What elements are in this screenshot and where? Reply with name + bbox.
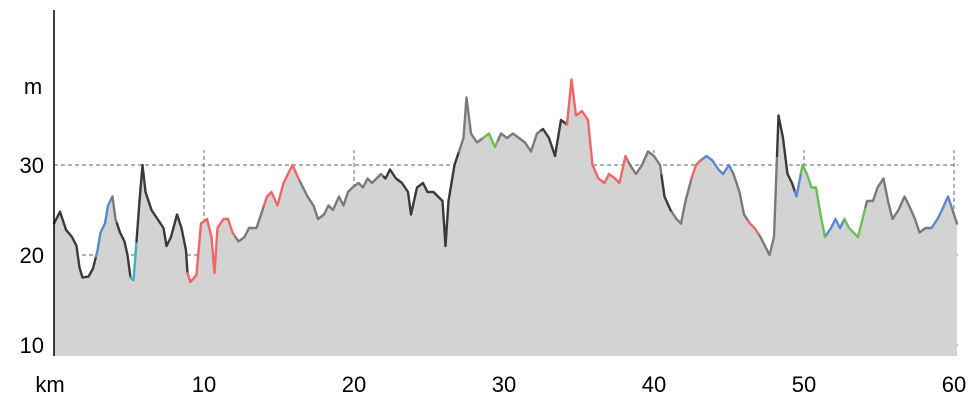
profile-segment-dark (115, 222, 132, 279)
profile-segment-gray (627, 150, 663, 177)
x-tick-labels: 10 20 30 40 50 60 (192, 372, 966, 397)
profile-segment-gray (730, 169, 750, 223)
x-tick-label: 50 (792, 372, 816, 397)
y-tick-label: 30 (20, 153, 44, 178)
x-tick-label: 30 (492, 372, 516, 397)
profile-segment-red (225, 217, 237, 239)
profile-segment-dark (135, 163, 189, 275)
profile-segment-dark (52, 210, 98, 279)
profile-segment-red (607, 154, 630, 185)
x-tick-label: 60 (942, 372, 966, 397)
profile-segment-gray (864, 177, 933, 234)
profile-segment-red (591, 163, 611, 185)
profile-segment-gray (670, 177, 693, 225)
profile-segment-blue (94, 198, 113, 258)
profile-segment-green (481, 132, 500, 149)
profile-segment-gray (496, 128, 543, 153)
y-tick-label: 20 (20, 243, 44, 268)
profile-segment-gray (298, 172, 386, 221)
y-axis-unit-label: m (24, 74, 42, 99)
profile-segment-blue (700, 154, 734, 176)
profile-segment-green (799, 163, 828, 239)
elevation-profile-line (52, 78, 959, 284)
y-tick-label: 10 (20, 333, 44, 358)
y-tick-labels: 10 20 30 (20, 153, 44, 358)
elevation-area (54, 79, 957, 356)
profile-segment-cyan (129, 240, 138, 282)
profile-segment-red (565, 78, 594, 167)
profile-segment-dark (382, 150, 461, 248)
profile-segment-dark (775, 114, 797, 194)
profile-segment-red (186, 217, 228, 284)
profile-segment-red (747, 220, 761, 236)
profile-segment-gray (951, 208, 959, 225)
x-axis-unit-label: km (35, 372, 64, 397)
x-tick-label: 40 (642, 372, 666, 397)
profile-segment-gray (234, 204, 266, 243)
x-tick-label: 10 (192, 372, 216, 397)
profile-segment-red (262, 163, 302, 207)
profile-segment-dark (540, 118, 569, 158)
profile-segment-gray (457, 96, 485, 153)
profile-segment-gray (757, 154, 779, 257)
profile-segment-gray (109, 195, 119, 225)
profile-segment-blue (825, 217, 846, 236)
profile-segment-dark (660, 174, 674, 214)
profile-segment-green (843, 205, 867, 239)
x-tick-label: 20 (342, 372, 366, 397)
profile-segment-blue (793, 171, 803, 198)
profile-segment-blue (930, 195, 954, 230)
